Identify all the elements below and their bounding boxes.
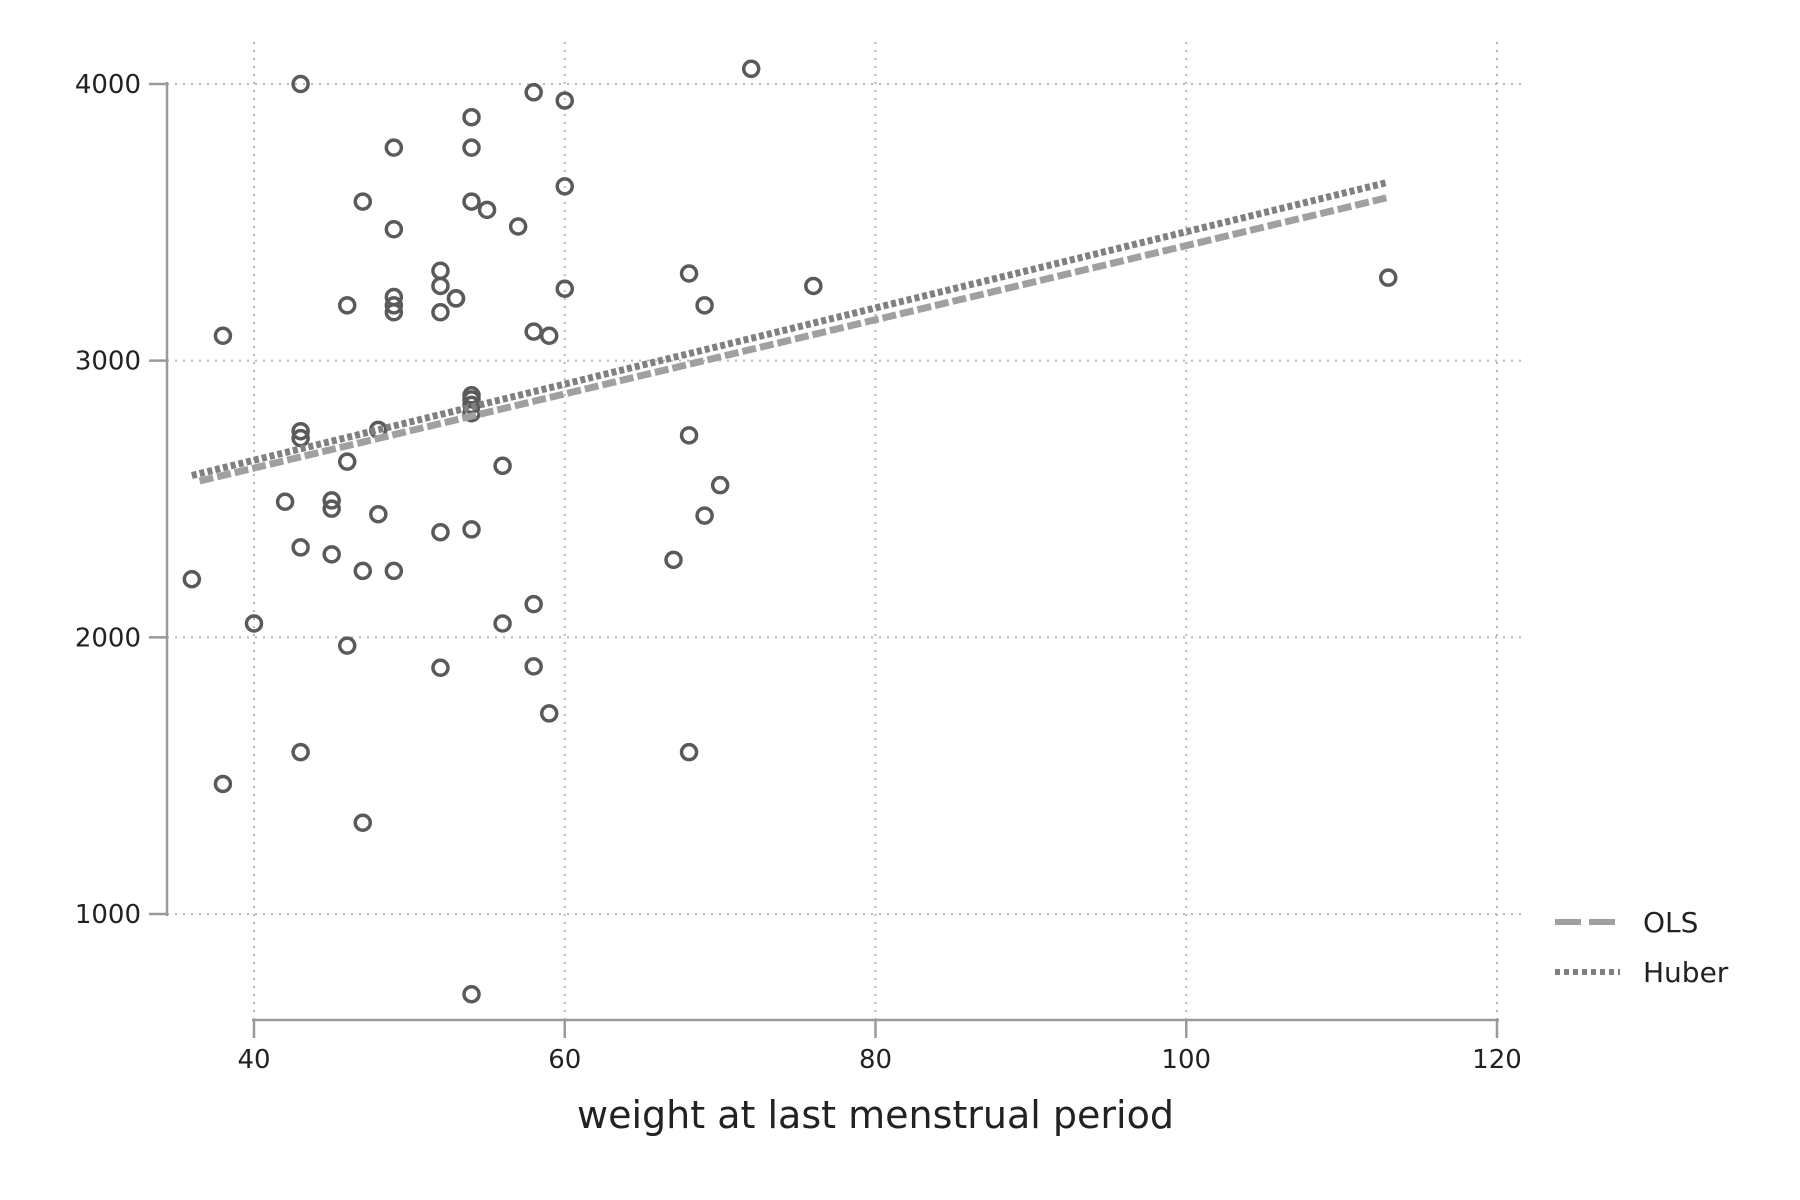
data-point-53 [555,91,574,110]
data-point-17 [353,561,373,581]
data-point-12 [322,545,341,564]
data-point-60 [695,296,714,315]
fit-lines [191,178,1390,485]
data-point-50 [524,657,543,676]
data-point-34 [462,107,481,127]
y-tick-label-4000: 4000 [75,70,141,100]
data-point-59 [679,742,699,762]
data-point-13 [337,296,357,315]
data-points [182,59,1398,1004]
data-point-8 [291,538,310,557]
data-point-43 [477,200,497,220]
legend: OLS Huber [1555,906,1729,989]
tick-marks: 1000 2000 3000 4000 40 60 80 100 120 [75,70,1522,1075]
data-point-2 [213,774,233,794]
data-point-64 [804,276,823,296]
fit-line-huber [191,178,1390,479]
y-tick-label-1000: 1000 [75,900,141,930]
data-point-27 [431,261,450,280]
data-point-21 [384,138,404,157]
data-point-29 [431,303,450,322]
data-point-18 [353,813,373,832]
data-point-9 [291,742,310,762]
data-point-57 [679,264,699,283]
y-tick-label-3000: 3000 [75,347,141,377]
data-point-26 [384,561,404,581]
data-point-36 [462,192,481,211]
data-point-44 [493,456,512,476]
x-tick-label-100: 100 [1161,1045,1211,1075]
x-tick-label-40: 40 [237,1045,270,1075]
data-point-24 [384,296,404,315]
data-point-31 [431,658,450,678]
data-point-55 [555,279,574,298]
data-point-14 [337,452,357,471]
data-point-41 [462,520,481,539]
fit-line-ols [198,194,1390,485]
data-point-28 [431,276,450,296]
data-point-10 [322,491,341,510]
data-point-56 [664,550,683,570]
axes [165,82,1499,1022]
data-point-49 [524,594,543,614]
data-point-11 [322,499,341,518]
x-tick-label-120: 120 [1472,1045,1522,1075]
data-point-22 [384,220,404,239]
data-point-48 [524,322,543,341]
data-point-0 [182,569,202,589]
data-point-52 [539,704,559,723]
legend-ols-label: OLS [1643,906,1698,939]
grid [167,42,1525,1020]
data-point-62 [710,475,730,495]
x-tick-label-60: 60 [548,1045,581,1075]
data-point-3 [244,614,264,633]
data-point-61 [695,506,714,525]
x-tick-label-80: 80 [859,1045,892,1075]
data-point-6 [291,421,310,441]
data-point-1 [213,326,233,346]
data-point-54 [555,177,574,196]
data-point-42 [462,984,481,1004]
data-point-65 [1378,268,1398,287]
data-point-20 [369,504,388,524]
data-point-51 [539,326,559,346]
legend-huber-label: Huber [1643,956,1729,989]
data-point-16 [353,192,373,211]
data-point-25 [384,303,404,322]
data-point-33 [446,289,466,308]
data-point-35 [462,138,481,157]
data-point-58 [679,426,699,445]
data-point-46 [508,217,528,236]
data-point-5 [291,74,310,94]
x-axis-title: weight at last menstrual period [577,1093,1174,1137]
data-point-39 [462,395,481,415]
data-point-4 [275,492,295,512]
data-point-45 [493,614,512,633]
data-point-63 [741,59,761,79]
data-point-15 [337,636,357,655]
data-point-47 [524,83,543,102]
data-point-30 [431,522,450,542]
y-tick-label-2000: 2000 [75,623,141,653]
